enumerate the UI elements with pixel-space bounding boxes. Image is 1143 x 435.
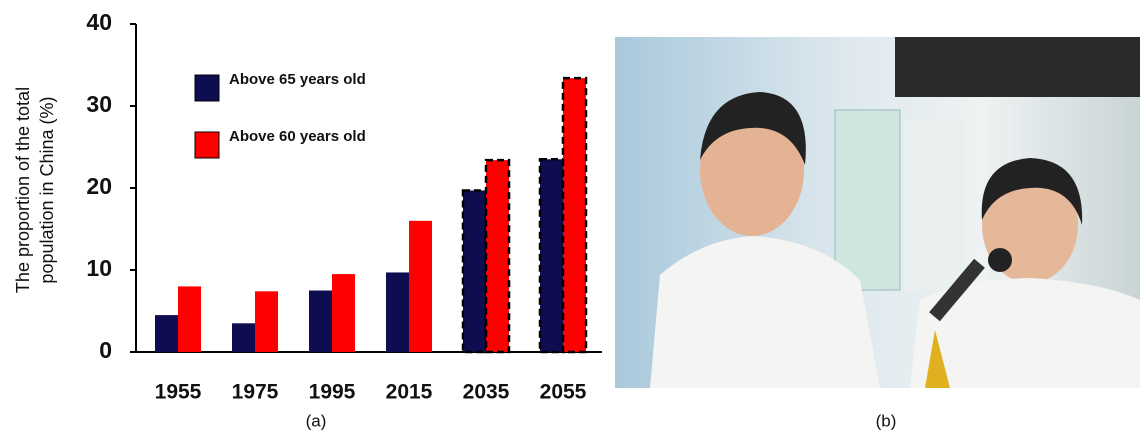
photo	[615, 37, 1140, 388]
x-tick-label: 2015	[386, 381, 433, 404]
bar	[255, 291, 278, 352]
y-tick-label: 40	[86, 9, 112, 35]
bar	[332, 274, 355, 352]
bar	[461, 189, 488, 354]
x-tick-label: 1995	[309, 381, 356, 404]
legend-label: Above 60 years old	[229, 128, 366, 145]
y-axis-title: The proportion of the total population i…	[13, 87, 57, 293]
bar	[178, 286, 201, 352]
legend-swatch	[194, 131, 220, 159]
x-tick-label: 2035	[463, 381, 510, 404]
y-tick-label: 20	[86, 173, 112, 199]
x-tick-label: 1955	[155, 381, 202, 404]
legend-swatch	[194, 74, 220, 102]
bar	[155, 315, 178, 352]
bar	[484, 158, 511, 354]
bar	[309, 290, 332, 352]
y-tick-label: 10	[86, 255, 112, 281]
bar	[409, 220, 432, 352]
caption: (a)	[306, 411, 327, 430]
caption: (b)	[876, 411, 897, 430]
bar	[561, 76, 588, 354]
y-tick-label: 0	[99, 337, 112, 363]
bar	[538, 158, 565, 354]
y-axis-title-line: population in China (%)	[37, 96, 57, 283]
x-tick-label: 2055	[540, 381, 587, 404]
legend-label: Above 65 years old	[229, 71, 366, 88]
y-tick-label: 30	[86, 91, 112, 117]
y-axis-title-line: The proportion of the total	[13, 87, 33, 293]
x-tick-label: 1975	[232, 381, 279, 404]
bar	[386, 272, 409, 352]
bar	[232, 323, 255, 352]
